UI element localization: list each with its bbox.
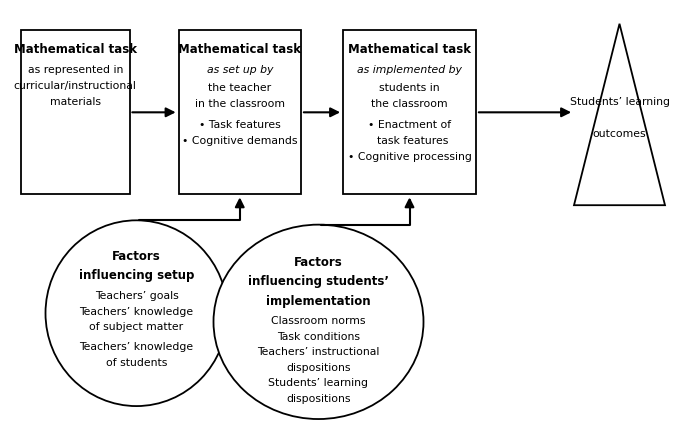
Text: of students: of students: [106, 358, 167, 368]
Ellipse shape: [214, 225, 424, 419]
Text: Mathematical task: Mathematical task: [348, 43, 471, 56]
Text: as represented in: as represented in: [27, 65, 123, 75]
FancyBboxPatch shape: [21, 30, 130, 194]
Text: the classroom: the classroom: [371, 99, 448, 109]
Text: dispositions: dispositions: [286, 394, 351, 404]
Text: Teachers’ knowledge: Teachers’ knowledge: [79, 342, 194, 352]
Text: materials: materials: [50, 97, 101, 107]
Text: curricular/instructional: curricular/instructional: [14, 81, 136, 91]
Text: Classroom norms: Classroom norms: [272, 316, 365, 326]
Text: Teachers’ instructional: Teachers’ instructional: [258, 347, 379, 357]
Text: • Cognitive demands: • Cognitive demands: [182, 136, 298, 146]
Text: influencing setup: influencing setup: [79, 270, 194, 283]
Text: Factors: Factors: [294, 256, 343, 269]
Text: as set up by: as set up by: [206, 65, 273, 75]
Ellipse shape: [46, 220, 228, 406]
Text: Factors: Factors: [112, 250, 161, 263]
Text: influencing students’: influencing students’: [248, 275, 389, 288]
Text: implementation: implementation: [266, 295, 371, 308]
Text: outcomes: outcomes: [593, 129, 646, 139]
Text: • Task features: • Task features: [199, 120, 281, 130]
Text: as implemented by: as implemented by: [357, 65, 462, 75]
Text: Mathematical task: Mathematical task: [14, 43, 136, 56]
Text: the teacher: the teacher: [208, 83, 272, 93]
Text: Students’ learning: Students’ learning: [570, 96, 669, 107]
Text: task features: task features: [370, 136, 449, 146]
Text: in the classroom: in the classroom: [195, 99, 285, 109]
Text: • Cognitive processing: • Cognitive processing: [348, 152, 471, 162]
Text: Students’ learning: Students’ learning: [269, 378, 368, 388]
Text: Task conditions: Task conditions: [277, 332, 360, 342]
Text: Teachers’ goals: Teachers’ goals: [94, 291, 178, 301]
Text: students in: students in: [379, 83, 440, 93]
Text: Mathematical task: Mathematical task: [178, 43, 301, 56]
Text: of subject matter: of subject matter: [90, 322, 183, 332]
FancyBboxPatch shape: [178, 30, 301, 194]
Text: Teachers’ knowledge: Teachers’ knowledge: [79, 307, 194, 317]
FancyBboxPatch shape: [343, 30, 476, 194]
Polygon shape: [574, 24, 665, 205]
Text: • Enactment of: • Enactment of: [368, 120, 451, 130]
Text: dispositions: dispositions: [286, 363, 351, 373]
